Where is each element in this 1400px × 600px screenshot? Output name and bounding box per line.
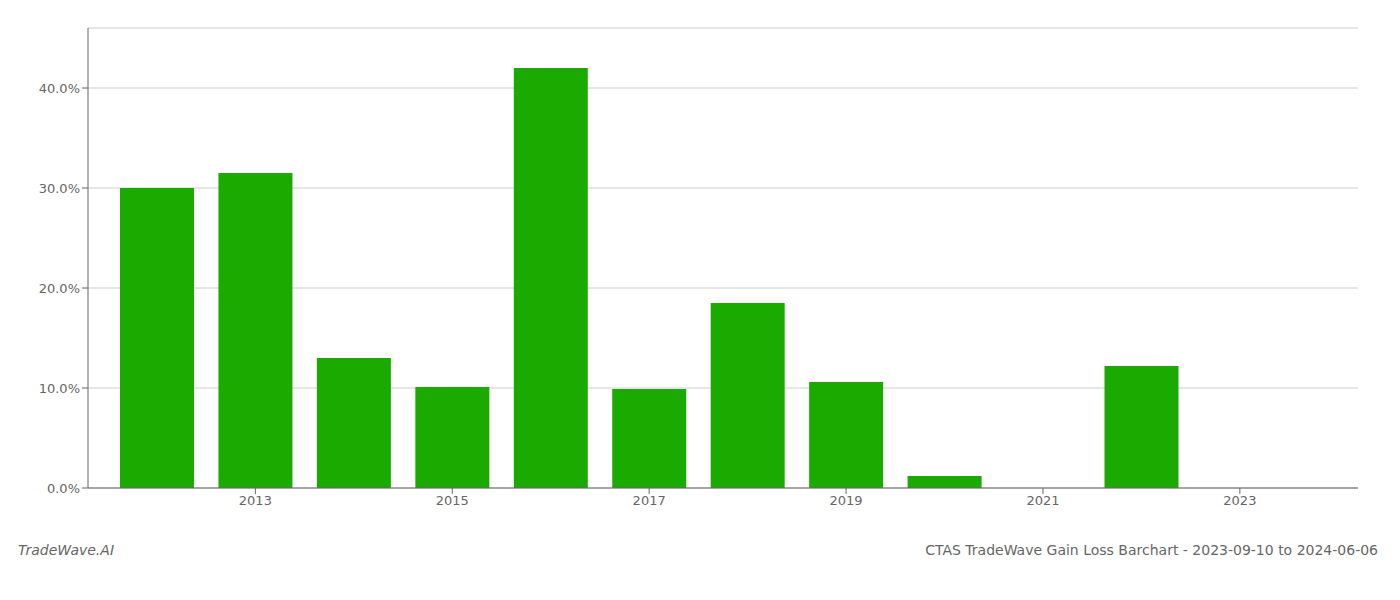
- svg-text:10.0%: 10.0%: [39, 381, 80, 396]
- svg-text:2015: 2015: [436, 493, 469, 508]
- svg-text:30.0%: 30.0%: [39, 181, 80, 196]
- svg-text:2017: 2017: [633, 493, 666, 508]
- svg-text:2013: 2013: [239, 493, 272, 508]
- html-text:TradeWave.AI: TradeWave.AI: [18, 542, 114, 558]
- svg-text:2023: 2023: [1223, 493, 1256, 508]
- svg-text:2019: 2019: [830, 493, 863, 508]
- svg-text:20.0%: 20.0%: [39, 281, 80, 296]
- svg-text:0.0%: 0.0%: [47, 481, 80, 496]
- svg-text:2021: 2021: [1026, 493, 1059, 508]
- html-text:CTAS TradeWave Gain Loss Barch: CTAS TradeWave Gain Loss Barchart - 2023…: [925, 542, 1378, 558]
- svg-text:40.0%: 40.0%: [39, 81, 80, 96]
